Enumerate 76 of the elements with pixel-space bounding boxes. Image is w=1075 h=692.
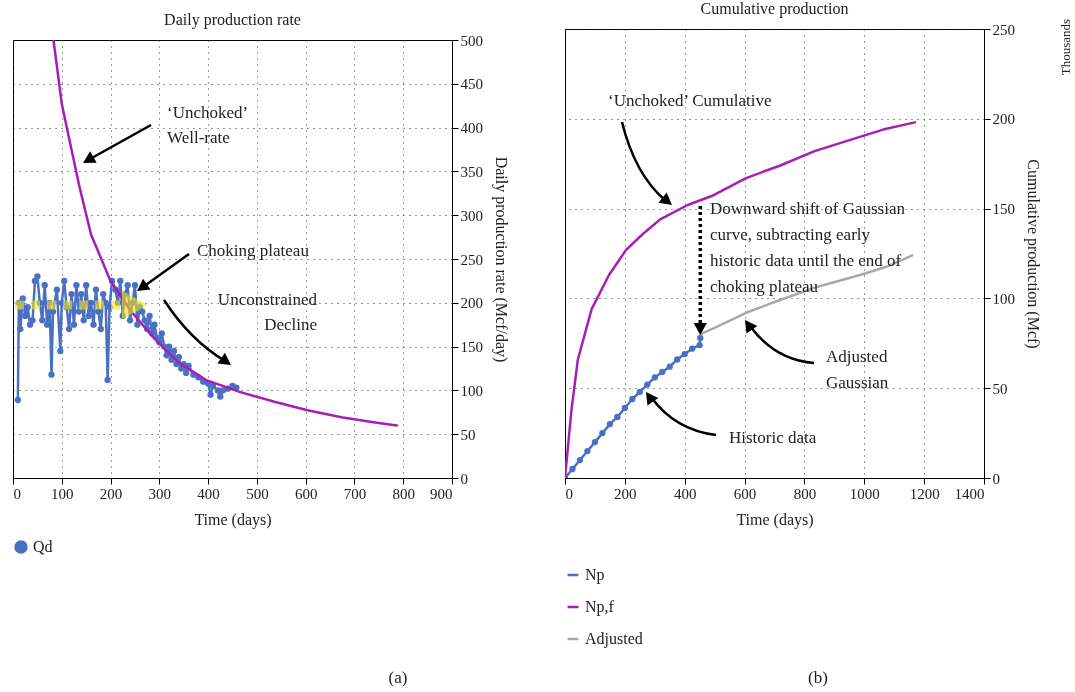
annotation: Adjusted Gaussian: [826, 346, 889, 394]
x-tick-label: 900: [430, 485, 453, 502]
y-tick-label: 500: [460, 32, 483, 49]
point: [636, 388, 643, 395]
text: (a): [388, 666, 408, 689]
point: [584, 447, 591, 455]
y-axis-title: Daily production rate (Mcf/day): [492, 156, 510, 363]
annotation: Historic data: [729, 427, 817, 449]
point: [697, 334, 704, 342]
point: [659, 368, 666, 376]
x-tick-label: 800: [392, 485, 415, 502]
legend-label: Adjusted: [585, 630, 643, 648]
y-tick-label: 50: [992, 380, 1008, 397]
y-tick-label: 400: [460, 120, 483, 137]
annotation: ‘Unchoked’ Cumulative: [608, 90, 772, 112]
x-tick-label: 1000: [849, 485, 880, 502]
text: (b): [808, 666, 828, 689]
point: [644, 381, 651, 388]
y-tick-label: 50: [460, 426, 476, 443]
x-tick-label: 600: [294, 485, 318, 502]
chart-title: Cumulative production: [700, 0, 849, 18]
y-axis-title: Cumulative production (Mcf): [1024, 159, 1042, 349]
x-tick-label: 300: [148, 485, 172, 502]
y-tick-label: 200: [460, 295, 483, 312]
point: [629, 395, 636, 403]
x-tick-label: 1200: [909, 485, 940, 502]
x-tick-label: 400: [673, 485, 697, 502]
annotation: Choking plateau: [197, 240, 309, 262]
point: [666, 363, 673, 370]
y-tick-label: 450: [460, 76, 483, 93]
y-tick-label: 350: [460, 163, 483, 180]
y-tick-label: 100: [460, 382, 483, 399]
point: [681, 350, 688, 358]
y-tick-label: 0: [992, 470, 1000, 487]
text: Thousands: [1056, 18, 1074, 76]
x-tick-label: 600: [733, 485, 757, 502]
point: [614, 413, 621, 421]
y-tick-label: 0: [460, 470, 468, 487]
y-tick-label: 250: [460, 251, 483, 268]
point: [569, 465, 576, 473]
x-tick-label: 200: [99, 485, 123, 502]
point: [674, 356, 681, 363]
point: [576, 456, 584, 464]
x-tick-label: 0: [565, 485, 573, 502]
annotation: Downward shift of Gaussian curve, subtracting early historic data until the end of choking plateau: [710, 198, 905, 298]
chart-title: Daily production rate: [164, 11, 301, 29]
point: [696, 341, 703, 349]
y-tick-label: 300: [460, 207, 483, 224]
x-axis-title: Time (days): [194, 510, 272, 529]
x-tick-label: 0: [13, 485, 21, 502]
point: [591, 438, 599, 446]
x-tick-label: 500: [246, 485, 269, 502]
point: [599, 429, 606, 437]
x-tick-label: 100: [51, 485, 74, 502]
y-tick-label: 150: [460, 339, 483, 356]
x-tick-label: 800: [793, 485, 817, 502]
legend-label: Np,f: [585, 598, 615, 616]
y-tick-label: 100: [992, 290, 1015, 307]
legend-label: Qd: [33, 538, 53, 555]
legend-label: Np: [585, 566, 605, 584]
line-series: [565, 121, 917, 478]
y-tick-label: 150: [992, 201, 1015, 218]
point: [606, 420, 614, 428]
x-tick-label: 1400: [954, 485, 985, 502]
point: [651, 374, 658, 381]
y-tick-label: 250: [992, 21, 1015, 38]
x-tick-label: 200: [614, 485, 637, 502]
point: [689, 345, 696, 352]
y-tick-label: 200: [992, 111, 1015, 128]
x-axis-title: Time (days): [736, 510, 814, 529]
annotation: Unconstrained Decline: [217, 289, 317, 336]
x-tick-label: 700: [343, 485, 367, 502]
annotation: ‘Unchoked’ Well-rate: [167, 102, 249, 149]
line-series: [52, 40, 399, 427]
point: [621, 404, 629, 412]
x-tick-label: 400: [197, 485, 220, 502]
